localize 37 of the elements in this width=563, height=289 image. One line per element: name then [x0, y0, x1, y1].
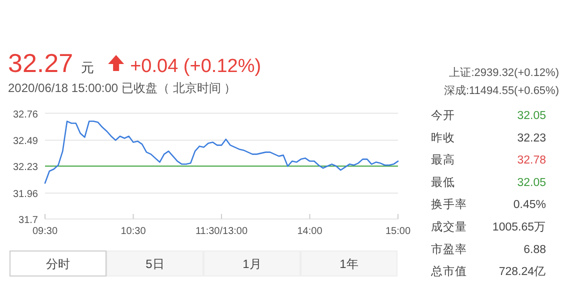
x-tick-label: 14:00: [297, 226, 323, 237]
text: 0.45%: [513, 199, 546, 212]
text: 今开: [431, 109, 455, 122]
text: 728.24亿: [498, 265, 546, 278]
y-tick-label: 31.7: [18, 215, 38, 226]
chart-title: 32.27: [8, 48, 74, 78]
text: 6.88: [524, 244, 546, 256]
text: 最低: [431, 176, 455, 189]
text: 元: [81, 60, 94, 75]
text: +0.04 (+0.12%): [130, 56, 262, 77]
text: 5日: [146, 257, 164, 271]
text: 昨收: [431, 131, 455, 144]
text: 总市值: [430, 264, 467, 278]
y-tick-label: 32.49: [12, 136, 38, 148]
text: 1月: [242, 257, 262, 271]
text: 分时: [46, 257, 70, 271]
text: 换手率: [431, 197, 467, 212]
x-tick-label: 09:30: [32, 226, 58, 237]
text: 最高: [431, 152, 455, 167]
text: 32.23: [517, 132, 546, 144]
y-tick-label: 32.76: [12, 109, 38, 120]
text: 32.05: [517, 110, 546, 122]
x-tick-label: 11:30/13:00: [195, 226, 248, 237]
text: 深成:11494.55(+0.65%): [444, 84, 559, 97]
text: 32.05: [517, 176, 546, 189]
y-tick-label: 32.23: [12, 162, 38, 174]
text: 上证:2939.32(+0.12%): [449, 66, 559, 79]
text: 市盈率: [431, 242, 467, 256]
line-series: [44, 120, 399, 184]
y-tick-label: 31.96: [12, 189, 38, 200]
x-tick-label: 15:00: [385, 226, 411, 237]
text: 32.78: [517, 154, 546, 167]
text: 1年: [340, 257, 358, 271]
chart-subtitle: 2020/06/18 15:00:00 已收盘（ 北京时间 ）: [8, 81, 236, 95]
text: 成交量: [431, 220, 467, 234]
x-tick-label: 10:30: [120, 226, 146, 237]
text: 1005.65万: [492, 220, 546, 234]
